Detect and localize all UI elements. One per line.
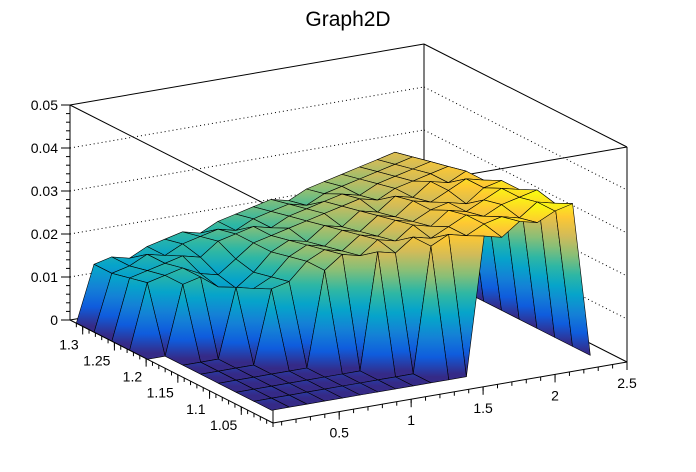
axes: 00.010.020.030.040.051.051.11.151.21.251… bbox=[31, 97, 637, 441]
y-tick-label: 1.15 bbox=[147, 385, 174, 401]
chart-title: Graph2D bbox=[305, 8, 390, 31]
box-edge bbox=[423, 43, 628, 148]
y-tick-label: 1.25 bbox=[83, 353, 110, 369]
box-edge bbox=[69, 43, 425, 106]
y-tick-label: 1.2 bbox=[123, 369, 143, 385]
z-tick-label: 0.02 bbox=[31, 226, 58, 242]
z-tick-label: 0 bbox=[50, 312, 58, 328]
x-tick-label: 1 bbox=[407, 412, 415, 428]
surface-cell bbox=[253, 397, 290, 411]
y-tick-label: 1.1 bbox=[186, 401, 206, 417]
y-tick-label: 1.3 bbox=[59, 336, 79, 352]
x-tick-label: 0.5 bbox=[329, 425, 349, 441]
surface bbox=[76, 151, 591, 411]
x-axis-line bbox=[272, 361, 628, 424]
x-tick-label: 2 bbox=[551, 387, 559, 403]
box-edge bbox=[69, 104, 274, 209]
z-tick-label: 0.03 bbox=[31, 183, 58, 199]
x-tick-label: 2.5 bbox=[617, 375, 637, 391]
z-tick-label: 0.04 bbox=[31, 140, 58, 156]
z-tick-label: 0.01 bbox=[31, 269, 58, 285]
z-tick-label: 0.05 bbox=[31, 97, 58, 113]
y-tick-label: 1.05 bbox=[210, 417, 237, 433]
x-tick-label: 1.5 bbox=[473, 400, 493, 416]
